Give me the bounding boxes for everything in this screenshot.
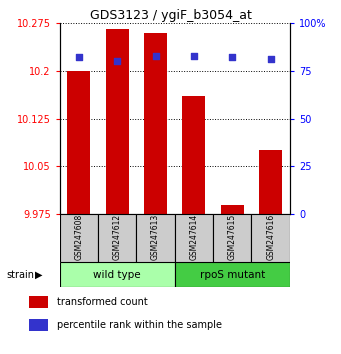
Text: GSM247613: GSM247613 bbox=[151, 214, 160, 260]
Text: GDS3123 / ygiF_b3054_at: GDS3123 / ygiF_b3054_at bbox=[90, 9, 251, 22]
Text: percentile rank within the sample: percentile rank within the sample bbox=[57, 320, 222, 330]
Bar bbox=[67, 71, 90, 214]
Bar bbox=[60, 262, 175, 287]
Bar bbox=[29, 296, 48, 308]
Bar bbox=[175, 262, 290, 287]
Bar bbox=[251, 214, 290, 262]
Point bbox=[115, 58, 120, 64]
Bar bbox=[182, 96, 205, 214]
Text: strain: strain bbox=[7, 270, 35, 280]
Text: GSM247608: GSM247608 bbox=[74, 214, 83, 260]
Bar bbox=[98, 214, 136, 262]
Text: rpoS mutant: rpoS mutant bbox=[200, 270, 265, 280]
Bar bbox=[175, 214, 213, 262]
Bar bbox=[106, 29, 129, 214]
Bar bbox=[213, 214, 251, 262]
Text: GSM247614: GSM247614 bbox=[190, 214, 198, 260]
Text: ▶: ▶ bbox=[35, 270, 43, 280]
Point bbox=[268, 57, 273, 62]
Point bbox=[153, 53, 158, 58]
Text: wild type: wild type bbox=[93, 270, 141, 280]
Bar bbox=[60, 214, 98, 262]
Point bbox=[229, 55, 235, 60]
Bar bbox=[144, 33, 167, 214]
Bar bbox=[29, 319, 48, 331]
Point bbox=[191, 53, 197, 58]
Text: GSM247612: GSM247612 bbox=[113, 214, 122, 260]
Text: GSM247616: GSM247616 bbox=[266, 214, 275, 260]
Bar bbox=[221, 205, 244, 214]
Bar bbox=[136, 214, 175, 262]
Point bbox=[76, 55, 81, 60]
Text: GSM247615: GSM247615 bbox=[228, 214, 237, 260]
Bar bbox=[259, 150, 282, 214]
Text: transformed count: transformed count bbox=[57, 297, 148, 307]
